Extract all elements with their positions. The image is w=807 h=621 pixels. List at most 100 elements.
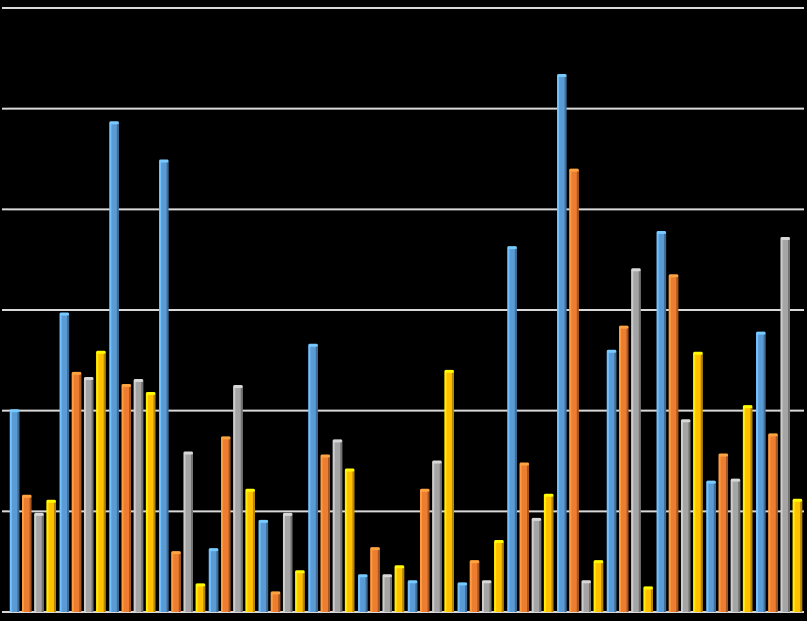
bar bbox=[221, 436, 231, 612]
bar-top bbox=[756, 331, 766, 335]
bar-face bbox=[650, 587, 653, 612]
bar-face bbox=[676, 275, 679, 612]
bar-face bbox=[800, 500, 803, 612]
bar bbox=[494, 540, 504, 612]
bar-face bbox=[183, 452, 193, 612]
bar bbox=[420, 488, 430, 612]
bar-face bbox=[133, 380, 144, 612]
bar-face bbox=[432, 462, 442, 612]
bar-face bbox=[693, 353, 696, 612]
bar-face bbox=[308, 345, 318, 612]
bar bbox=[407, 580, 418, 612]
bar bbox=[742, 405, 753, 612]
bar bbox=[245, 488, 255, 612]
bar-face bbox=[668, 275, 671, 612]
bar-top bbox=[619, 325, 629, 329]
bar-face bbox=[469, 561, 480, 612]
bar-face bbox=[370, 548, 380, 612]
bar-face bbox=[34, 514, 44, 612]
bar-face bbox=[116, 122, 119, 612]
bar-face bbox=[22, 496, 32, 612]
bar-face bbox=[208, 549, 219, 612]
bar bbox=[22, 494, 32, 612]
bar-face bbox=[780, 238, 790, 612]
bar-top bbox=[569, 168, 579, 172]
bar-face bbox=[581, 581, 591, 612]
bar bbox=[46, 499, 56, 612]
bar-face bbox=[96, 352, 106, 612]
bar bbox=[34, 512, 44, 612]
bar bbox=[270, 591, 281, 612]
bar-face bbox=[531, 519, 542, 612]
bar-face bbox=[153, 393, 156, 612]
bar-top bbox=[469, 560, 480, 564]
bar-face bbox=[432, 462, 435, 612]
bar-top bbox=[780, 237, 790, 241]
bar-face bbox=[713, 482, 716, 612]
bar-face bbox=[631, 269, 641, 612]
bar-face bbox=[46, 501, 49, 612]
bar-face bbox=[742, 406, 753, 612]
bar bbox=[469, 560, 480, 612]
bar-top bbox=[557, 73, 567, 77]
bar-face bbox=[543, 495, 554, 612]
bar-top bbox=[543, 493, 554, 497]
bar-face bbox=[557, 75, 560, 613]
bar-top bbox=[706, 480, 716, 484]
bar-face bbox=[171, 552, 181, 612]
bar-face bbox=[730, 480, 733, 612]
bar bbox=[258, 519, 269, 612]
bar-face bbox=[195, 584, 206, 612]
bar bbox=[730, 478, 741, 612]
bar-face bbox=[109, 122, 119, 612]
bar-face bbox=[258, 521, 269, 612]
bar-face bbox=[145, 393, 148, 612]
bar-face bbox=[141, 380, 144, 612]
bar bbox=[543, 493, 554, 612]
bar-face bbox=[768, 434, 778, 612]
bar bbox=[370, 547, 380, 612]
bar bbox=[768, 433, 778, 612]
bar-face bbox=[763, 333, 766, 612]
bar-face bbox=[742, 406, 745, 612]
bar-face bbox=[394, 566, 397, 612]
bar bbox=[83, 376, 94, 612]
bar-face bbox=[382, 575, 385, 612]
bar bbox=[619, 325, 629, 612]
bar-face bbox=[233, 386, 243, 612]
bar-face bbox=[190, 452, 193, 612]
bar bbox=[96, 350, 106, 612]
bar-face bbox=[178, 552, 181, 612]
bar-top bbox=[680, 419, 691, 423]
bar-face bbox=[527, 464, 530, 612]
bar-face bbox=[320, 455, 331, 612]
bar-face bbox=[619, 327, 629, 612]
bar-face bbox=[344, 470, 355, 612]
bar-face bbox=[53, 501, 56, 612]
bar-face bbox=[282, 514, 293, 612]
bar-face bbox=[700, 353, 703, 612]
bar-face bbox=[344, 470, 347, 612]
bar-face bbox=[775, 434, 778, 612]
bar-face bbox=[494, 541, 504, 612]
bar-top bbox=[718, 453, 729, 457]
bar-top bbox=[320, 454, 331, 458]
bar-face bbox=[9, 410, 20, 612]
bar-top bbox=[593, 560, 604, 564]
bar-top bbox=[768, 433, 778, 437]
bar-face bbox=[507, 247, 517, 612]
bar-face bbox=[601, 561, 604, 612]
bar-face bbox=[216, 549, 219, 612]
bar-face bbox=[680, 420, 683, 612]
bar bbox=[668, 274, 679, 612]
bar bbox=[432, 460, 442, 612]
bar-top bbox=[46, 499, 56, 503]
bar-top bbox=[693, 351, 703, 355]
bar-top bbox=[270, 591, 281, 595]
bar-face bbox=[564, 75, 567, 613]
bar bbox=[756, 331, 766, 612]
bar-face bbox=[103, 352, 106, 612]
bar-top bbox=[382, 574, 392, 578]
bar-face bbox=[465, 583, 468, 612]
